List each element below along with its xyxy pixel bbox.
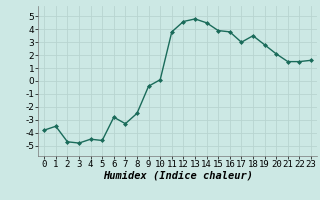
X-axis label: Humidex (Indice chaleur): Humidex (Indice chaleur) [103, 171, 252, 181]
